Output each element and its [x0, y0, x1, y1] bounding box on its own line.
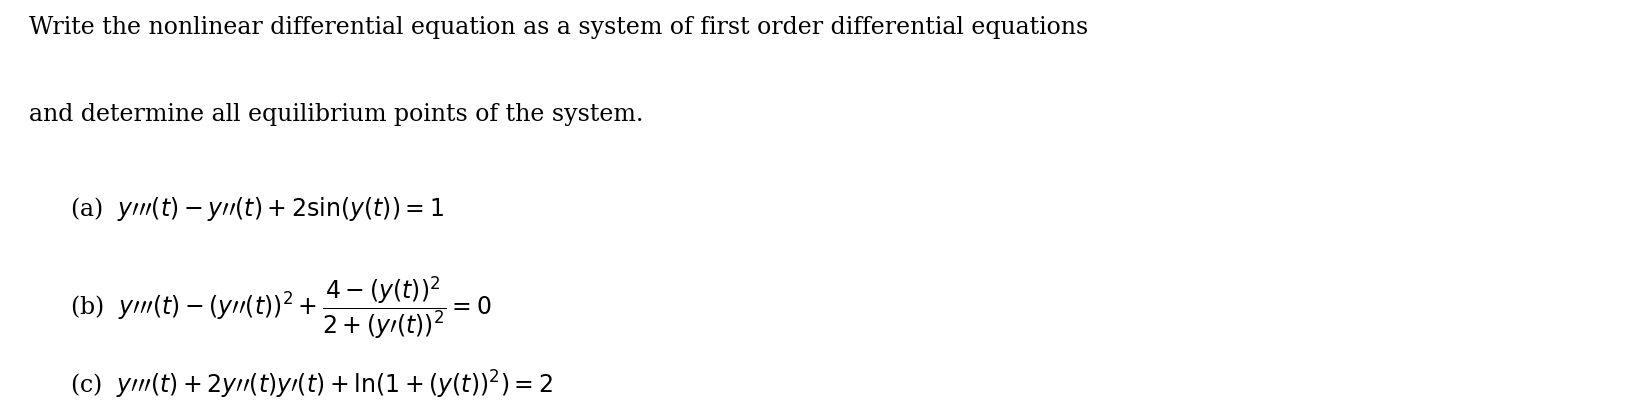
Text: (c)  $y\prime\prime\prime(t) + 2y\prime\prime(t)y\prime(t) + \ln(1 + (y(t))^2) =: (c) $y\prime\prime\prime(t) + 2y\prime\p…	[69, 369, 552, 401]
Text: (b)  $y\prime\prime\prime(t) - (y\prime\prime(t))^2 + \dfrac{4 - (y(t))^2}{2 + (: (b) $y\prime\prime\prime(t) - (y\prime\p…	[69, 274, 491, 341]
Text: and determine all equilibrium points of the system.: and determine all equilibrium points of …	[28, 103, 644, 126]
Text: Write the nonlinear differential equation as a system of first order differentia: Write the nonlinear differential equatio…	[28, 16, 1089, 39]
Text: (a)  $y\prime\prime\prime(t) - y\prime\prime(t) + 2\sin(y(t)) = 1$: (a) $y\prime\prime\prime(t) - y\prime\pr…	[69, 194, 443, 222]
